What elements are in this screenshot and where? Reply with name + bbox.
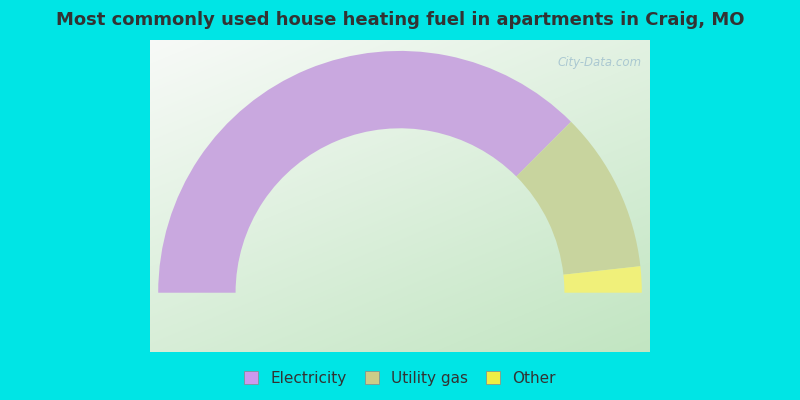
Text: City-Data.com: City-Data.com: [558, 56, 642, 69]
Legend: Electricity, Utility gas, Other: Electricity, Utility gas, Other: [240, 366, 560, 390]
Wedge shape: [516, 122, 640, 275]
Wedge shape: [563, 266, 642, 293]
Text: Most commonly used house heating fuel in apartments in Craig, MO: Most commonly used house heating fuel in…: [56, 11, 744, 29]
Wedge shape: [158, 51, 571, 293]
